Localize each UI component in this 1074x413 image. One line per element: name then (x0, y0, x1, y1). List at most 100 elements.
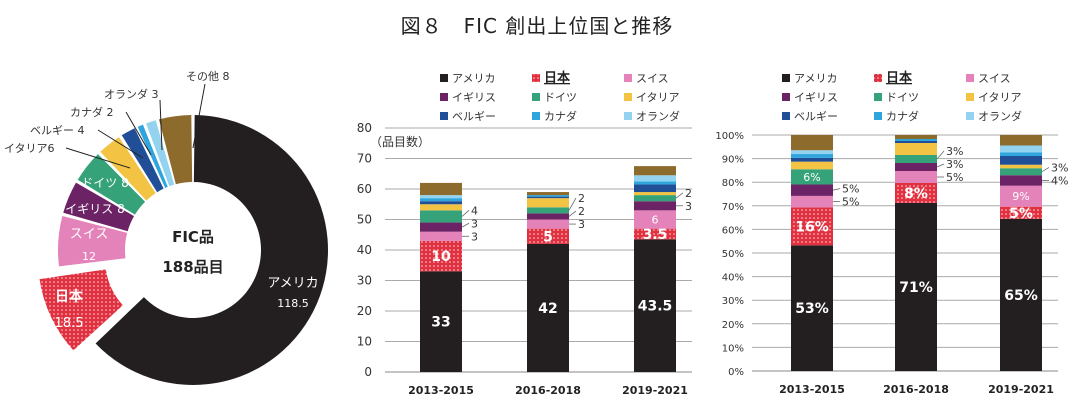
bar-segment (420, 210, 462, 223)
bar-segment (1000, 168, 1042, 176)
legend-label: カナダ (544, 109, 577, 123)
donut-callout-label: その他 8 (186, 70, 230, 83)
legend-swatch (966, 74, 974, 82)
bar-label-leader (568, 210, 577, 217)
bar-data-label: 3 (685, 200, 692, 213)
bar-data-label: 3% (1051, 161, 1068, 174)
donut-slice-2 (58, 215, 128, 267)
bar-data-label: 3.5 (643, 227, 668, 243)
legend-swatch (782, 74, 790, 82)
bar-segment (527, 207, 569, 214)
bar-segment (634, 239, 676, 372)
y-axis-label: （品目数） (370, 134, 430, 149)
bar-data-label: 6 (652, 214, 659, 227)
legend-swatch (966, 93, 974, 101)
bar-segment (791, 154, 833, 158)
donut-slice-8 (146, 120, 175, 187)
legend-label: イタリア (978, 91, 1022, 104)
legend-swatch (624, 93, 632, 101)
donut-callout-label: イタリア6 (4, 142, 55, 155)
bar-segment (634, 195, 676, 202)
bar-segment (791, 161, 833, 170)
y-tick-label: 30 (357, 274, 372, 288)
leader-line (159, 99, 163, 151)
donut-callout-label: カナダ 2 (70, 105, 114, 119)
donut-callout-label: オランダ 3 (104, 87, 159, 101)
y-tick-label: 20 (357, 304, 372, 318)
bar-data-label: 2 (578, 192, 585, 205)
legend-label: オランダ (636, 109, 680, 123)
bar-segment (527, 228, 569, 244)
bar-segment (1000, 145, 1042, 153)
legend-label: スイス (978, 72, 1011, 85)
y-tick-label: 70 (357, 152, 372, 166)
bar-segment (895, 141, 937, 143)
bar-data-label: 53% (795, 301, 829, 317)
bar-segment (420, 201, 462, 205)
y-tick-label: 70% (722, 202, 744, 213)
donut-slice-1 (39, 269, 123, 351)
bar-data-label: 43.5 (638, 299, 673, 315)
leader-line (65, 147, 131, 169)
legend-swatch (874, 93, 882, 101)
y-tick-label: 40 (357, 243, 372, 257)
bar-segment (527, 243, 569, 372)
legend-swatch (874, 74, 882, 82)
legend-swatch (624, 112, 632, 120)
bar-segment (895, 183, 937, 203)
bar-segment (634, 210, 676, 229)
donut-slice-7 (137, 124, 168, 188)
bar-segment (420, 240, 462, 272)
bar-segment (527, 196, 569, 199)
donut-slice-4 (77, 154, 146, 215)
donut-label: イギリス 8 (65, 202, 124, 216)
donut-callout-label: ベルギー 4 (30, 124, 85, 137)
donut-slice-0 (95, 115, 328, 385)
donut-slice-6 (121, 128, 164, 193)
legend-swatch (532, 93, 540, 101)
bar-data-label: 3 (471, 230, 478, 243)
bar-data-label: 3 (471, 217, 478, 230)
legend-label: 日本 (886, 70, 912, 86)
legend-swatch (966, 112, 974, 120)
x-tick-label: 2016-2018 (883, 383, 949, 396)
bar-segment (895, 163, 937, 171)
bar-data-label: 5 (543, 229, 553, 245)
bar-data-label: 5% (946, 171, 963, 184)
bar-data-label: 4 (471, 204, 478, 217)
x-tick-label: 2019-2021 (622, 384, 688, 397)
bar-segment (1000, 218, 1042, 371)
bar-data-label: 8% (904, 186, 928, 202)
leader-line (125, 111, 152, 156)
bar-segment (420, 182, 462, 196)
bar-segment (1000, 152, 1042, 156)
bar-segment (420, 271, 462, 372)
legend-label: イギリス (794, 91, 838, 104)
bar-data-label: 5% (1009, 206, 1033, 222)
donut-label: スイス (70, 227, 109, 242)
bar-label-leader (461, 209, 470, 217)
x-tick-label: 2019-2021 (988, 383, 1054, 396)
bar-segment (791, 135, 833, 151)
bar-segment (791, 195, 833, 208)
bar-data-label: 9% (1012, 190, 1029, 203)
legend-label: アメリカ (794, 72, 837, 85)
bar-segment (895, 171, 937, 183)
bar-data-label: 2 (685, 187, 692, 200)
bar-segment (791, 245, 833, 371)
bar-data-label: 2 (578, 205, 585, 218)
bar-segment (1000, 206, 1042, 219)
y-tick-label: 60% (722, 225, 744, 236)
bar-segment (791, 207, 833, 246)
donut-label: 18.5 (55, 316, 84, 331)
bar-segment (634, 184, 676, 193)
bar-segment (1000, 155, 1042, 165)
bar-data-label: 4% (1051, 174, 1068, 187)
y-tick-label: 10% (722, 343, 744, 354)
bar-segment (420, 222, 462, 232)
bar-segment (1000, 185, 1042, 207)
bar-data-label: 3% (946, 145, 963, 158)
bar-segment (527, 195, 569, 197)
donut-label: アメリカ (267, 276, 318, 291)
bar-segment (791, 184, 833, 196)
